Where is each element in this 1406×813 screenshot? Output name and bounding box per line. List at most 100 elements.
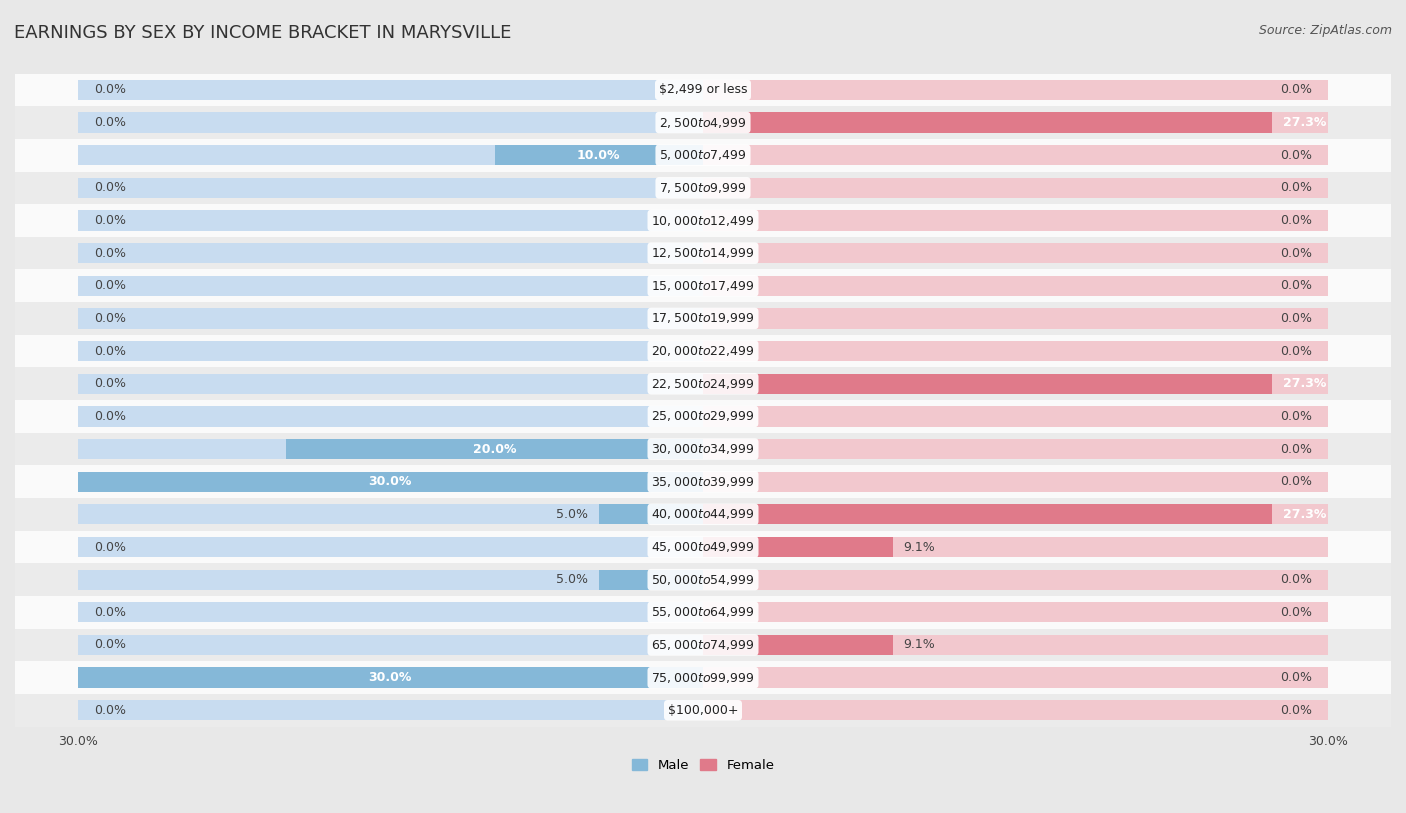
Bar bbox=[77, 308, 703, 328]
Bar bbox=[0, 661, 1406, 694]
Bar bbox=[0, 628, 1406, 661]
Bar bbox=[77, 145, 703, 165]
Text: 0.0%: 0.0% bbox=[94, 410, 127, 423]
Bar bbox=[0, 107, 1406, 139]
Bar bbox=[0, 269, 1406, 302]
Text: 30.0%: 30.0% bbox=[368, 671, 412, 684]
Text: 0.0%: 0.0% bbox=[1279, 573, 1312, 586]
Bar bbox=[495, 145, 703, 165]
Text: 0.0%: 0.0% bbox=[1279, 84, 1312, 97]
Bar bbox=[77, 537, 703, 557]
Text: 9.1%: 9.1% bbox=[903, 541, 935, 554]
Text: 27.3%: 27.3% bbox=[1282, 116, 1326, 129]
Text: 0.0%: 0.0% bbox=[1279, 312, 1312, 325]
Bar bbox=[703, 635, 1329, 655]
Text: 27.3%: 27.3% bbox=[1282, 377, 1326, 390]
Text: 0.0%: 0.0% bbox=[1279, 671, 1312, 684]
Text: 5.0%: 5.0% bbox=[557, 573, 588, 586]
Bar bbox=[77, 211, 703, 231]
Text: $35,000 to $39,999: $35,000 to $39,999 bbox=[651, 475, 755, 489]
Bar bbox=[703, 341, 1329, 361]
Bar bbox=[285, 439, 703, 459]
Bar bbox=[77, 178, 703, 198]
Text: 30.0%: 30.0% bbox=[58, 735, 97, 748]
Text: 0.0%: 0.0% bbox=[1279, 214, 1312, 227]
Bar bbox=[0, 465, 1406, 498]
Bar bbox=[0, 139, 1406, 172]
Bar bbox=[77, 341, 703, 361]
Bar bbox=[0, 204, 1406, 237]
Text: 30.0%: 30.0% bbox=[1309, 735, 1348, 748]
Bar bbox=[703, 537, 893, 557]
Text: EARNINGS BY SEX BY INCOME BRACKET IN MARYSVILLE: EARNINGS BY SEX BY INCOME BRACKET IN MAR… bbox=[14, 24, 512, 42]
Text: 10.0%: 10.0% bbox=[576, 149, 620, 162]
Bar bbox=[703, 667, 1329, 688]
Bar bbox=[77, 243, 703, 263]
Text: $2,499 or less: $2,499 or less bbox=[659, 84, 747, 97]
Bar bbox=[703, 112, 1272, 133]
Text: $10,000 to $12,499: $10,000 to $12,499 bbox=[651, 214, 755, 228]
Text: 0.0%: 0.0% bbox=[1279, 606, 1312, 619]
Bar bbox=[0, 531, 1406, 563]
Text: 0.0%: 0.0% bbox=[94, 312, 127, 325]
Bar bbox=[77, 700, 703, 720]
Text: $75,000 to $99,999: $75,000 to $99,999 bbox=[651, 671, 755, 685]
Text: 27.3%: 27.3% bbox=[1282, 508, 1326, 521]
Bar bbox=[703, 472, 1329, 492]
Text: 0.0%: 0.0% bbox=[1279, 246, 1312, 259]
Bar bbox=[703, 570, 1329, 589]
Text: $12,500 to $14,999: $12,500 to $14,999 bbox=[651, 246, 755, 260]
Bar bbox=[703, 439, 1329, 459]
Text: 0.0%: 0.0% bbox=[1279, 280, 1312, 293]
Text: 0.0%: 0.0% bbox=[1279, 442, 1312, 455]
Bar bbox=[703, 112, 1329, 133]
Text: 0.0%: 0.0% bbox=[94, 606, 127, 619]
Text: $45,000 to $49,999: $45,000 to $49,999 bbox=[651, 540, 755, 554]
Text: $2,500 to $4,999: $2,500 to $4,999 bbox=[659, 115, 747, 129]
Bar bbox=[703, 276, 1329, 296]
Bar bbox=[77, 374, 703, 393]
Text: $50,000 to $54,999: $50,000 to $54,999 bbox=[651, 572, 755, 587]
Text: 0.0%: 0.0% bbox=[94, 214, 127, 227]
Text: 20.0%: 20.0% bbox=[472, 442, 516, 455]
Text: 0.0%: 0.0% bbox=[94, 181, 127, 194]
Bar bbox=[77, 439, 703, 459]
Text: 5.0%: 5.0% bbox=[557, 508, 588, 521]
Text: 0.0%: 0.0% bbox=[94, 377, 127, 390]
Text: 0.0%: 0.0% bbox=[94, 638, 127, 651]
Bar bbox=[0, 596, 1406, 628]
Bar bbox=[703, 602, 1329, 623]
Text: 0.0%: 0.0% bbox=[1279, 410, 1312, 423]
Bar bbox=[0, 367, 1406, 400]
Bar bbox=[0, 563, 1406, 596]
Bar bbox=[77, 635, 703, 655]
Text: 30.0%: 30.0% bbox=[368, 476, 412, 489]
Bar bbox=[77, 504, 703, 524]
Text: 0.0%: 0.0% bbox=[94, 280, 127, 293]
Text: 0.0%: 0.0% bbox=[94, 704, 127, 717]
Bar bbox=[77, 80, 703, 100]
Bar bbox=[0, 237, 1406, 269]
Text: 0.0%: 0.0% bbox=[1279, 149, 1312, 162]
Bar bbox=[0, 400, 1406, 433]
Bar bbox=[599, 570, 703, 589]
Bar bbox=[0, 433, 1406, 465]
Bar bbox=[703, 504, 1329, 524]
Text: 0.0%: 0.0% bbox=[94, 246, 127, 259]
Bar bbox=[0, 335, 1406, 367]
Text: $22,500 to $24,999: $22,500 to $24,999 bbox=[651, 376, 755, 391]
Bar bbox=[0, 73, 1406, 107]
Bar bbox=[77, 276, 703, 296]
Text: 0.0%: 0.0% bbox=[94, 345, 127, 358]
Text: $7,500 to $9,999: $7,500 to $9,999 bbox=[659, 180, 747, 195]
Text: $40,000 to $44,999: $40,000 to $44,999 bbox=[651, 507, 755, 521]
Bar bbox=[77, 112, 703, 133]
Bar bbox=[77, 570, 703, 589]
Text: $65,000 to $74,999: $65,000 to $74,999 bbox=[651, 638, 755, 652]
Text: 0.0%: 0.0% bbox=[1279, 476, 1312, 489]
Bar bbox=[703, 374, 1329, 393]
Bar bbox=[0, 302, 1406, 335]
Text: 0.0%: 0.0% bbox=[94, 84, 127, 97]
Bar bbox=[77, 406, 703, 427]
Bar bbox=[77, 602, 703, 623]
